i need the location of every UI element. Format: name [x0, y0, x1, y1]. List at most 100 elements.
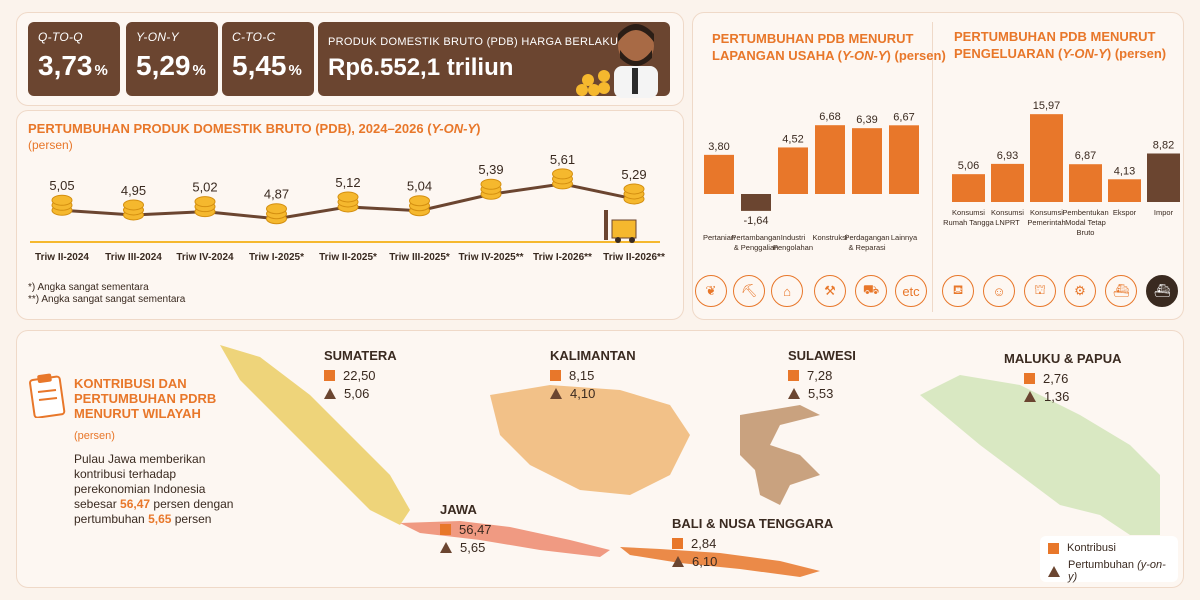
- region-kalimantan: KALIMANTAN 8,15 4,10: [550, 348, 636, 404]
- x-tick-label: Triw II-2025*: [319, 252, 377, 263]
- etc-icon: etc: [895, 275, 927, 307]
- region-name: SULAWESI: [788, 348, 856, 363]
- x-tick-label: Triw II-2026**: [603, 252, 665, 263]
- leaf-icon: ❦: [695, 275, 727, 307]
- x-tick-label: Konsumsi: [1030, 208, 1063, 217]
- x-tick-label: Pertanian: [703, 233, 735, 242]
- x-tick-label: Triw IV-2024: [176, 252, 234, 263]
- legend-pertumbuhan-label: Pertumbuhan (y-on-y): [1068, 559, 1166, 583]
- region-kontribusi: 7,28: [807, 368, 833, 383]
- region-sumatera: SUMATERA 22,50 5,06: [324, 348, 397, 404]
- truck-icon: ⛟: [855, 275, 887, 307]
- shopping-icon: ⛾: [942, 275, 974, 307]
- map-description: Pulau Jawa memberikan kontribusi terhada…: [74, 452, 234, 526]
- bar-value-label: 6,39: [856, 114, 877, 126]
- line-chart-unit: (persen): [28, 138, 73, 152]
- x-tick-label: Pemerintah: [1027, 218, 1065, 227]
- bar: [815, 125, 845, 194]
- bar-value-label: 6,67: [893, 111, 914, 123]
- bar: [1108, 179, 1141, 202]
- data-label: 5,29: [621, 167, 646, 182]
- region-sulawesi: SULAWESI 7,28 5,53: [788, 348, 856, 404]
- data-label: 4,87: [264, 187, 289, 202]
- bar: [1147, 153, 1180, 202]
- bar-value-label: 3,80: [708, 141, 729, 153]
- kontribusi-marker: [672, 538, 683, 549]
- region-pertumbuhan: 5,65: [460, 540, 486, 555]
- region-pertumbuhan: 4,10: [570, 386, 596, 401]
- region-name: SUMATERA: [324, 348, 397, 363]
- divider: [932, 22, 933, 312]
- x-tick-label: Triw IV-2025**: [458, 252, 523, 263]
- coin-marker: [266, 203, 287, 225]
- map-jawa: [400, 521, 610, 557]
- x-tick-label: Modal Tetap: [1065, 218, 1106, 227]
- kpi-ctoc: C-TO-C 5,45%: [222, 22, 314, 96]
- government-icon: ⛫: [1024, 275, 1056, 307]
- bar-value-label: 6,68: [819, 111, 840, 123]
- data-label: 5,39: [478, 162, 503, 177]
- kpi-value: 5,29%: [136, 50, 206, 81]
- kpi-yony: Y-ON-Y 5,29%: [126, 22, 218, 96]
- coin-marker: [480, 178, 502, 200]
- bar-value-label: 6,93: [997, 150, 1018, 162]
- x-tick-label: Perdagangan: [844, 233, 889, 242]
- x-tick-label: Impor: [1154, 208, 1174, 217]
- map-kalimantan: [490, 385, 690, 495]
- clipboard-icon: [29, 373, 66, 418]
- bar-usaha-title: PERTUMBUHAN PDB MENURUT LAPANGAN USAHA (…: [712, 31, 946, 63]
- x-tick-label: Konsumsi: [991, 208, 1024, 217]
- region-pertumbuhan: 1,36: [1044, 389, 1070, 404]
- bar: [704, 154, 734, 194]
- x-tick-label: Pengolahan: [773, 243, 813, 252]
- x-tick-label: Triw II-2024: [35, 252, 89, 263]
- map-title: KONTRIBUSI DAN PERTUMBUHAN PDRB MENURUT …: [74, 376, 217, 421]
- map-papua: [920, 375, 1160, 535]
- x-tick-label: Pembentukan: [1062, 208, 1108, 217]
- data-label: 5,05: [49, 178, 74, 193]
- x-tick-label: Triw III-2025*: [389, 252, 450, 263]
- kpi-value: 5,45%: [232, 50, 302, 81]
- bar: [741, 194, 771, 211]
- oil-pump-icon: ⛏: [733, 275, 765, 307]
- kontribusi-marker: [324, 370, 335, 381]
- legend-kontribusi-label: Kontribusi: [1067, 542, 1116, 554]
- x-tick-label: Rumah Tangga: [943, 218, 995, 227]
- forklift-icon: [604, 210, 637, 243]
- kontribusi-marker: [550, 370, 561, 381]
- etc-label: etc: [902, 283, 920, 299]
- x-tick-label: Triw III-2024: [105, 252, 162, 263]
- coin-marker: [194, 196, 216, 218]
- bar: [852, 128, 882, 194]
- bar: [952, 174, 985, 202]
- region-kontribusi: 2,76: [1043, 371, 1069, 386]
- coin-marker: [623, 183, 645, 205]
- bar-value-label: 5,06: [958, 160, 979, 172]
- factory-icon: ⌂: [771, 275, 803, 307]
- bar: [889, 125, 919, 194]
- pertumbuhan-marker: [324, 388, 336, 399]
- kpi-label: Y-ON-Y: [136, 30, 179, 44]
- region-kontribusi: 56,47: [459, 522, 492, 537]
- kpi-label: C-TO-C: [232, 30, 276, 44]
- region-name: MALUKU & PAPUA: [1004, 351, 1122, 366]
- kontribusi-marker: [1024, 373, 1035, 384]
- coin-marker: [337, 191, 359, 213]
- map-legend: Kontribusi Pertumbuhan (y-on-y): [1040, 536, 1178, 583]
- map-sumatera: [220, 345, 410, 525]
- ship-import-icon: ⛴: [1146, 275, 1178, 307]
- coin-marker: [123, 199, 144, 221]
- pertumbuhan-marker: [788, 388, 800, 399]
- region-name: JAWA: [440, 502, 477, 517]
- bar: [1030, 114, 1063, 202]
- kontribusi-marker: [788, 370, 799, 381]
- region-kontribusi: 8,15: [569, 368, 595, 383]
- bar-value-label: 4,13: [1114, 165, 1135, 177]
- bar: [1069, 164, 1102, 202]
- pertumbuhan-marker: [550, 388, 562, 399]
- kpi-value: 3,73%: [38, 50, 108, 81]
- note-sementara: *) Angka sangat sementara: [28, 282, 149, 293]
- region-pertumbuhan: 5,06: [344, 386, 370, 401]
- x-tick-label: Industri: [781, 233, 806, 242]
